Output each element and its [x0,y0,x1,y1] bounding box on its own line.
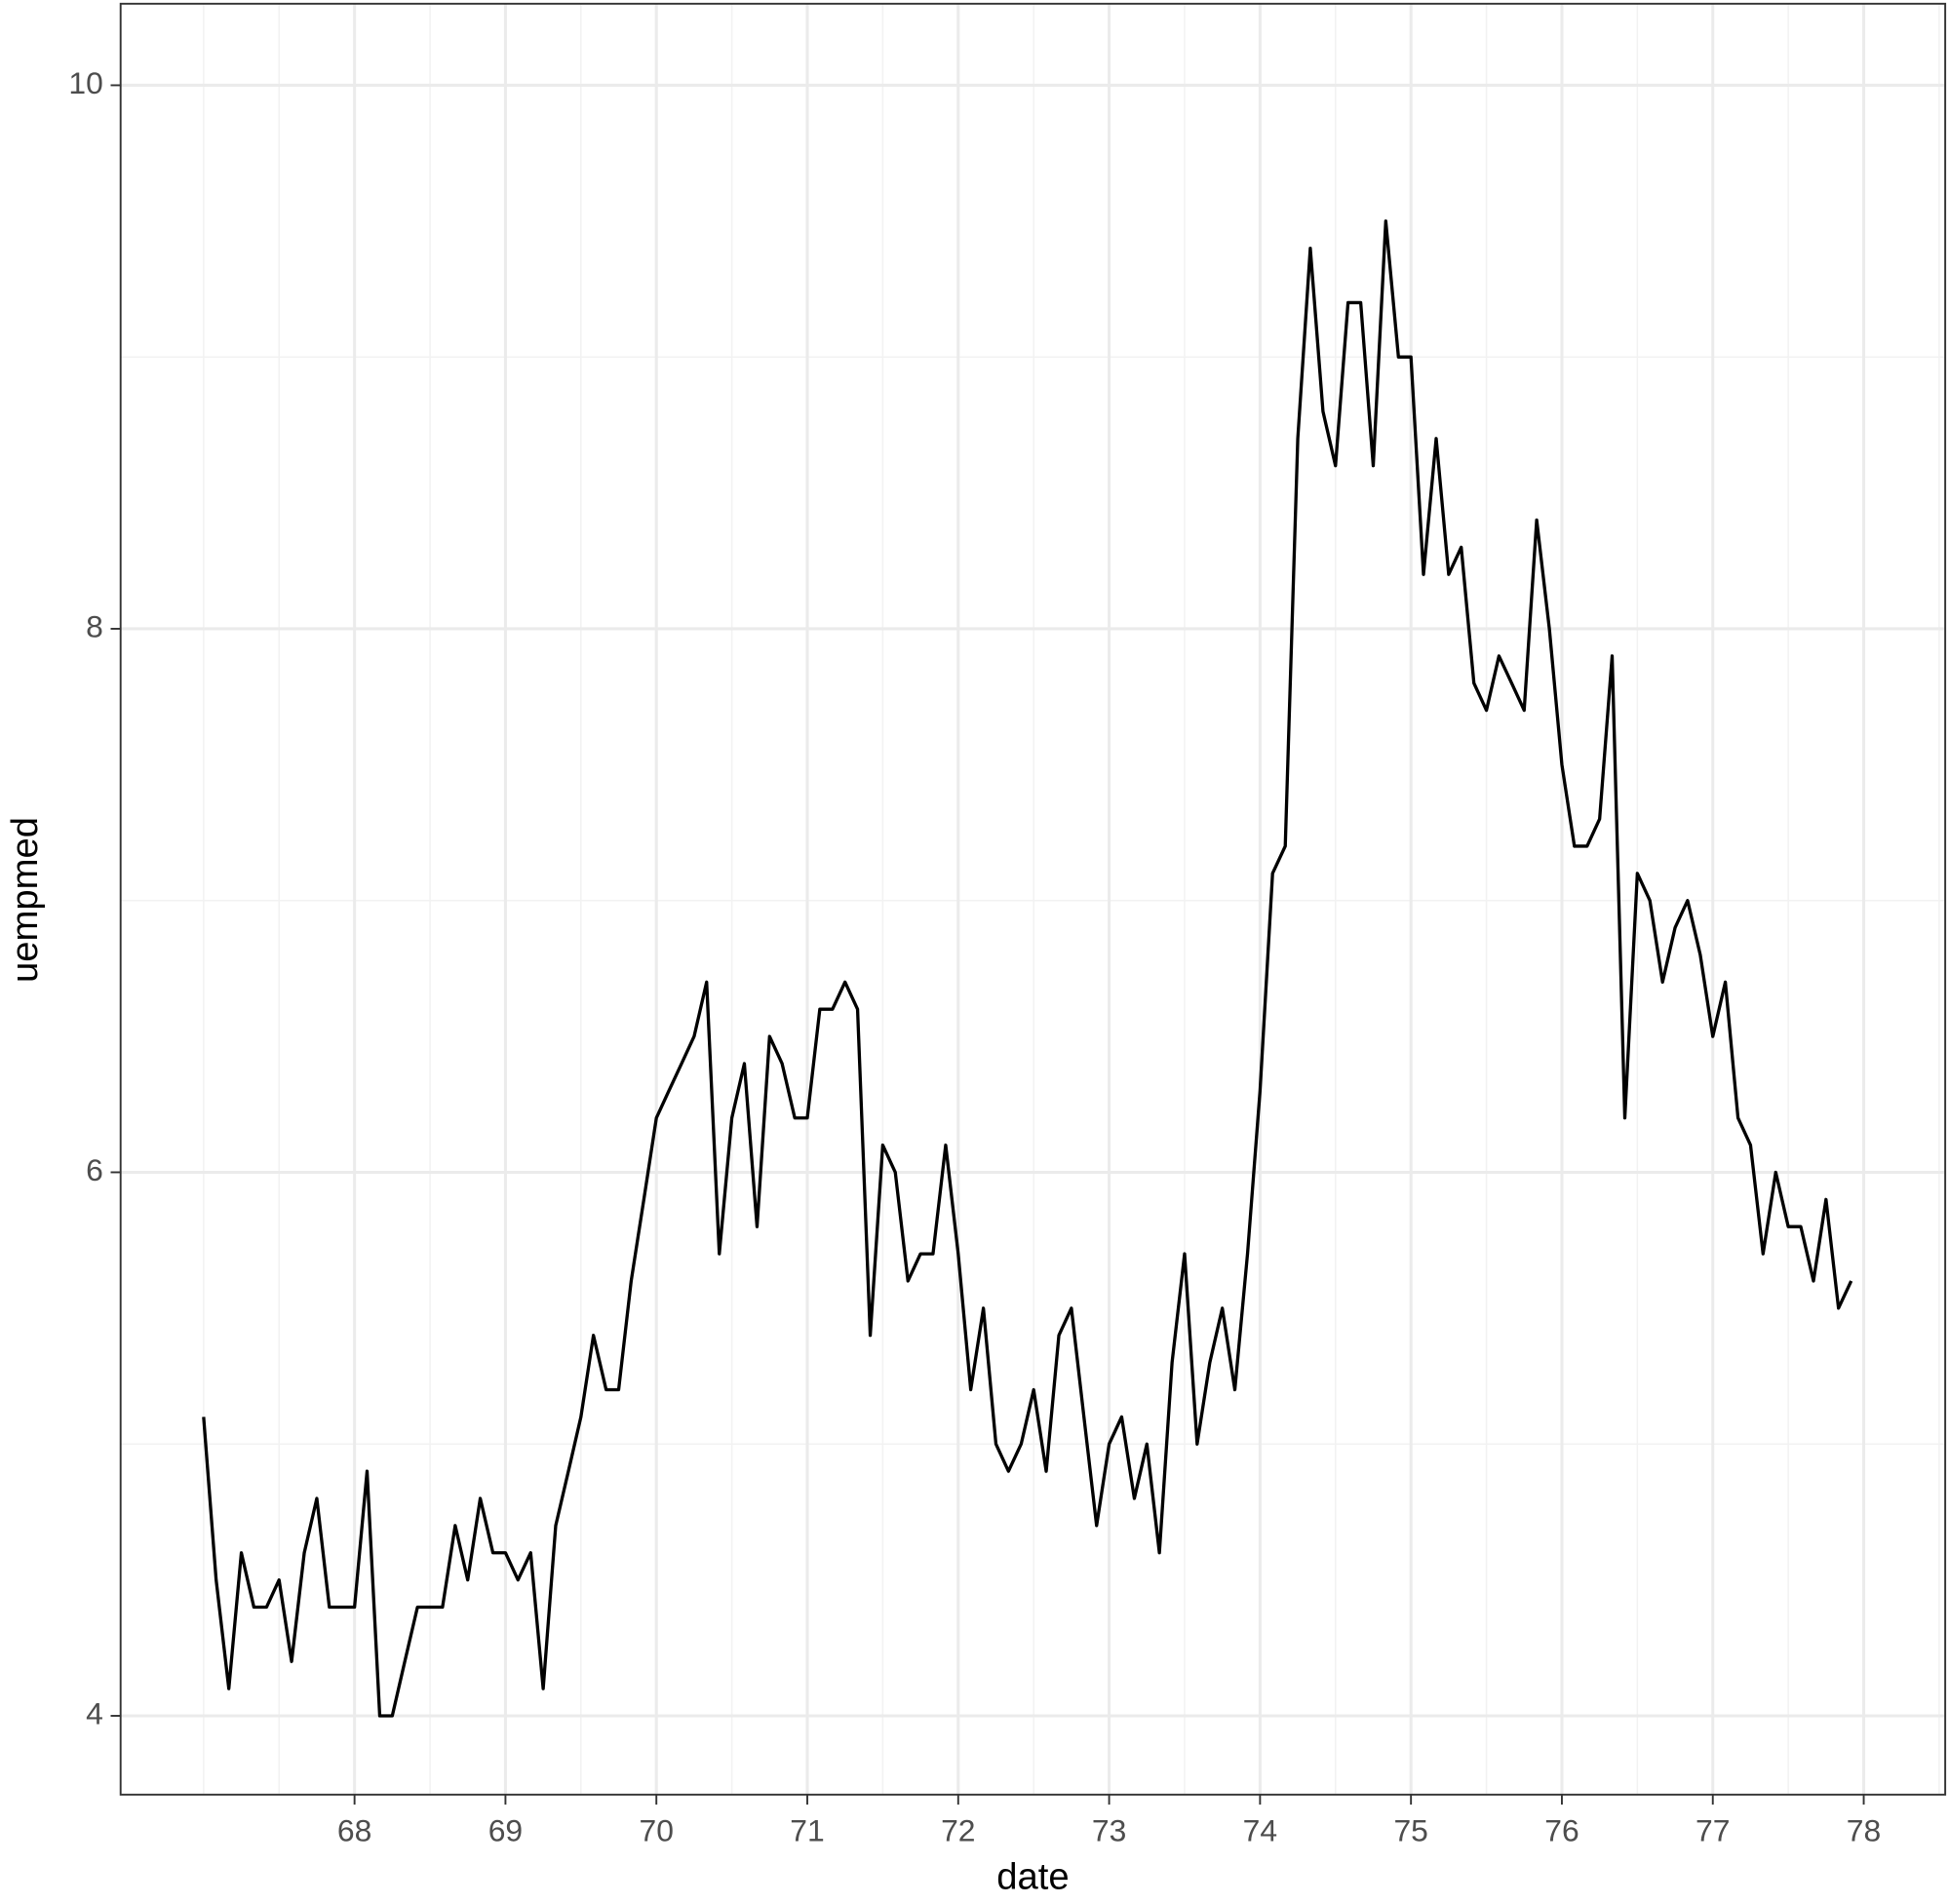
x-axis-title: date [996,1856,1069,1898]
x-tick-label: 68 [337,1813,371,1848]
grid [120,3,1946,1795]
panel-border [119,2,1947,1796]
y-tick-label: 8 [86,608,103,643]
x-tick-label: 77 [1696,1813,1730,1848]
x-tick-label: 75 [1393,1813,1427,1848]
x-tick-label: 70 [639,1813,673,1848]
x-tick-label: 78 [1847,1813,1881,1848]
y-tick-label: 4 [86,1695,103,1730]
marks [202,219,1853,1718]
y-axis-title: uempmed [4,817,46,983]
y-tick-label: 10 [68,65,102,100]
x-tick-label: 74 [1243,1813,1277,1848]
x-tick-label: 69 [488,1813,523,1848]
x-tick-label: 71 [790,1813,824,1848]
y-tick-label: 6 [86,1152,103,1187]
x-tick-label: 76 [1544,1813,1579,1848]
x-tick-label: 72 [941,1813,975,1848]
x-tick-label: 73 [1092,1813,1126,1848]
data-line [202,219,1853,1718]
